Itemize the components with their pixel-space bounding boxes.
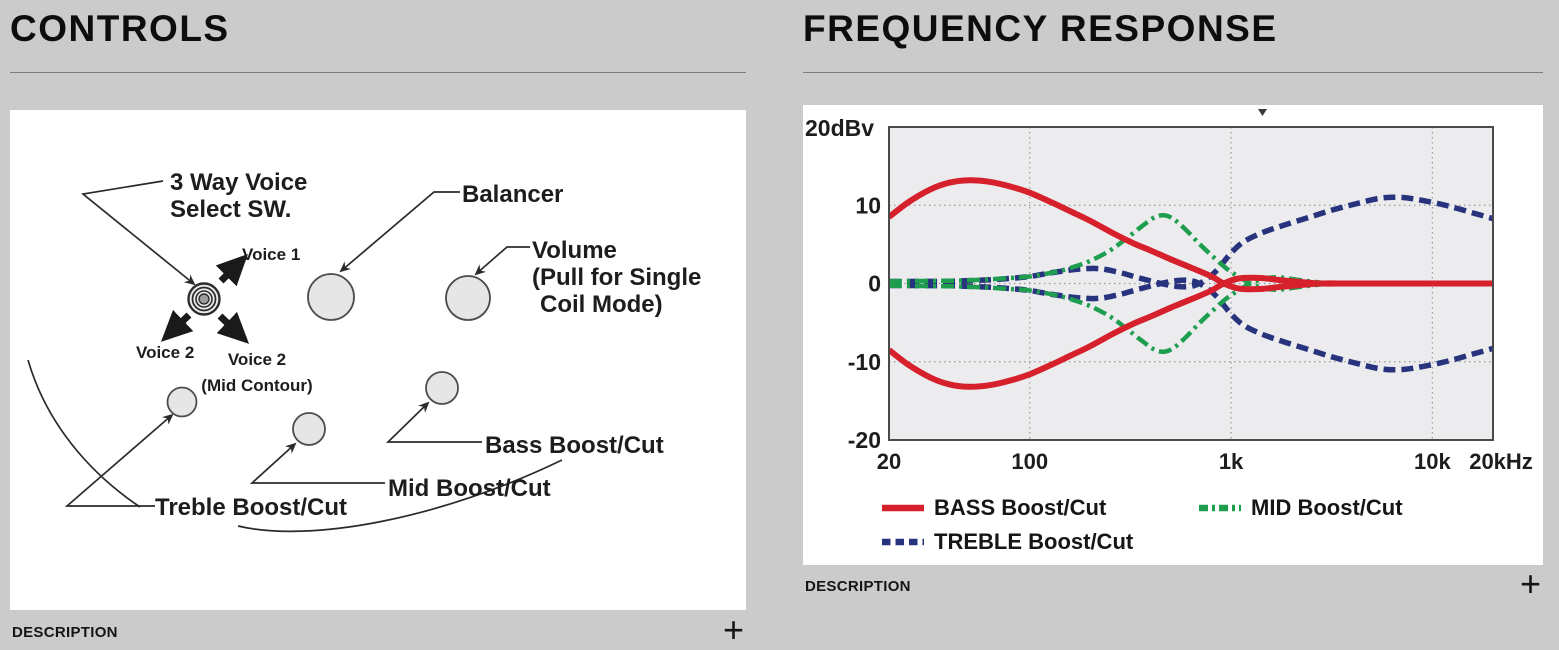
mid-line-swatch-icon [1199, 504, 1241, 512]
treble-label: Treble Boost/Cut [155, 494, 347, 521]
y-tick-label--10: -10 [848, 349, 881, 375]
balancer-pointer-line [339, 191, 460, 273]
frequency-response-divider [803, 72, 1543, 73]
bottom-sweep-curve [237, 459, 563, 533]
legend-item-mid: MID Boost/Cut [1198, 495, 1403, 521]
x-tick-label-10k: 10k [1414, 449, 1451, 474]
controls-title: CONTROLS [10, 8, 230, 49]
voice2-arrow-icon [160, 309, 194, 342]
legend-label-mid: MID Boost/Cut [1251, 495, 1403, 520]
bass-knob [425, 371, 459, 405]
frequency-response-expand-plus-icon[interactable]: + [1519, 563, 1541, 604]
legend-label-treble: TREBLE Boost/Cut [934, 529, 1134, 554]
legend-item-bass: BASS Boost/Cut [881, 495, 1106, 521]
voice-select-pointer-line [80, 180, 196, 286]
plot-frame [888, 126, 1494, 441]
cursor-artifact-icon [1258, 109, 1267, 116]
controls-description-row[interactable]: DESCRIPTION + [10, 612, 746, 650]
legend-item-treble: TREBLE Boost/Cut [881, 529, 1133, 555]
x-tick-label-1k: 1k [1219, 449, 1244, 474]
x-tick-label-20: 20 [877, 449, 901, 474]
mid-label: Mid Boost/Cut [388, 475, 551, 502]
volume-label-line2: (Pull for Single [532, 264, 701, 291]
balancer-label: Balancer [462, 181, 563, 208]
voice2-mid-contour-label-line1: Voice 2 [228, 350, 286, 369]
y-tick-label--20: -20 [848, 427, 881, 453]
treble-pointer-line [64, 413, 174, 507]
treble-line-swatch-icon [882, 538, 924, 546]
y-tick-label-0: 0 [868, 271, 881, 297]
x-tick-label-20kHz: 20kHz [1469, 449, 1533, 474]
volume-knob [445, 275, 491, 321]
voice2-label: Voice 2 [136, 343, 194, 362]
voice-select-switch-knob [187, 282, 221, 316]
voice2-mid-contour-label-line2: (Mid Contour) [201, 376, 312, 395]
controls-expand-plus-icon[interactable]: + [722, 609, 744, 650]
volume-label-line3: Coil Mode) [540, 291, 663, 318]
legend-label-bass: BASS Boost/Cut [934, 495, 1107, 520]
controls-diagram: 3 Way Voice Select SW. Voice 1 Voice 2 V… [27, 169, 701, 533]
voice-select-label-line1: 3 Way Voice [170, 169, 307, 196]
voice2-mid-contour-arrow-icon [216, 311, 250, 344]
left-sweep-curve [27, 359, 141, 508]
controls-description-label: DESCRIPTION [12, 624, 118, 641]
frequency-response-description-label: DESCRIPTION [805, 578, 911, 595]
frequency-response-chart: 20dBv 100-10-20 20 100 1k 10k 20kHz [805, 109, 1533, 474]
bass-line-swatch-icon [882, 504, 924, 512]
x-tick-label-100: 100 [1011, 449, 1048, 474]
voice-select-label-line2: Select SW. [170, 196, 291, 223]
bass-label: Bass Boost/Cut [485, 432, 664, 459]
voice1-label: Voice 1 [242, 245, 300, 264]
bass-pointer-line [385, 401, 482, 443]
volume-pointer-line [474, 246, 530, 276]
balancer-knob [307, 273, 355, 321]
frequency-response-description-row[interactable]: DESCRIPTION + [803, 566, 1543, 604]
volume-label-line1: Volume [532, 237, 617, 264]
controls-diagram-card: 3 Way Voice Select SW. Voice 1 Voice 2 V… [10, 110, 746, 610]
mid-knob [292, 412, 326, 446]
controls-divider [10, 72, 746, 73]
y-tick-label-10: 10 [855, 192, 881, 218]
frequency-response-card: 20dBv 10 0 -10 -20 20 100 1k 10k 20kHz BASS Boo… [803, 105, 1543, 565]
mid-pointer-line [249, 442, 385, 484]
y-axis-top-label: 20dBv [805, 115, 874, 141]
treble-knob [166, 386, 198, 418]
series-path-bass-cut [889, 274, 1493, 390]
voice1-arrow-icon [215, 254, 248, 287]
frequency-response-title: FREQUENCY RESPONSE [803, 8, 1278, 49]
